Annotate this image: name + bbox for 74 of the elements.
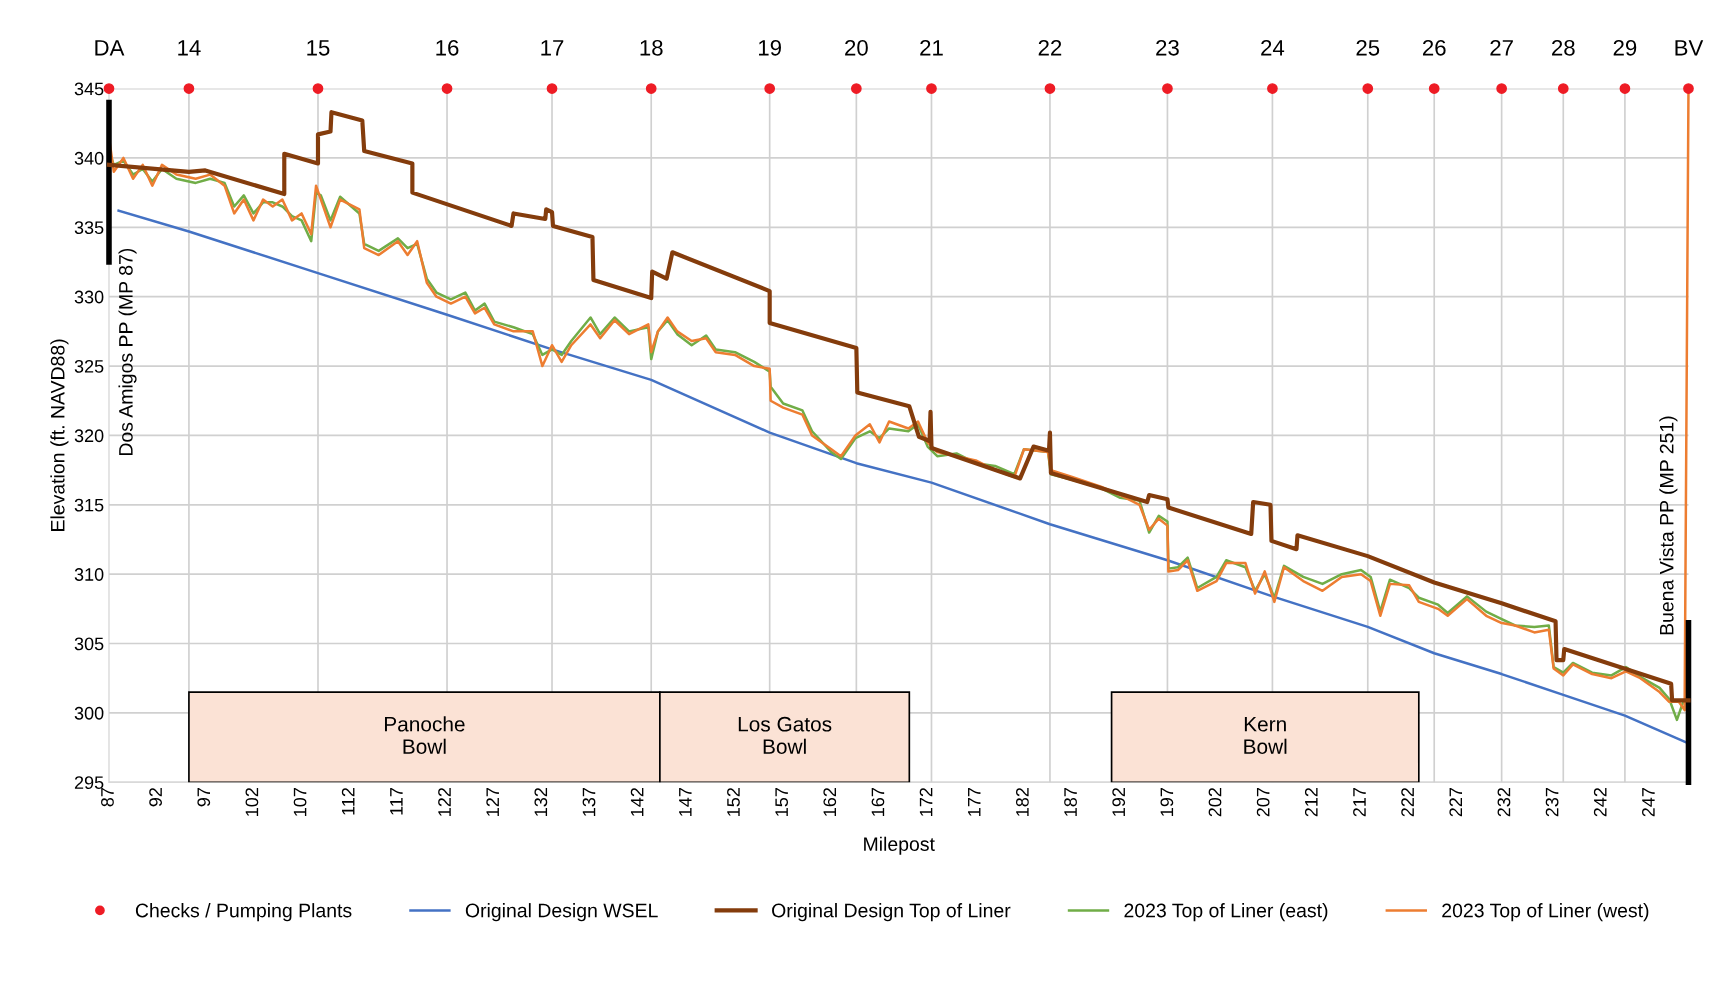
x-tick-label: 227 — [1449, 788, 1462, 817]
annotation: 25 — [1356, 39, 1380, 56]
annotation: DA — [95, 40, 125, 56]
x-tick-label: 217 — [1353, 788, 1366, 817]
y-tick-label: 320 — [74, 429, 104, 443]
annotation: 16 — [436, 39, 459, 56]
annotation: 19 — [759, 39, 781, 56]
x-tick-label: 147 — [679, 788, 692, 816]
x-tick-label: 177 — [968, 788, 981, 816]
annotation: 18 — [640, 39, 663, 56]
x-tick-label: 112 — [341, 788, 355, 815]
legend-label: Original Design WSEL — [465, 903, 658, 922]
legend-label: 2023 Top of Liner (east) — [1124, 903, 1328, 922]
annotation: 22 — [1038, 39, 1062, 56]
x-tick-label: 142 — [630, 788, 644, 816]
annotation: BV — [1675, 40, 1704, 56]
legend-label: 2023 Top of Liner (west) — [1442, 903, 1649, 922]
annotation: 21 — [920, 39, 943, 56]
x-tick-label: 207 — [1256, 788, 1270, 817]
y-tick-label: 295 — [74, 776, 104, 789]
y-tick-label: 325 — [74, 359, 104, 373]
x-tick-label: 202 — [1208, 788, 1222, 817]
x-tick-label: 87 — [101, 788, 114, 807]
annotation: 15 — [307, 40, 330, 56]
y-axis-title: Elevation (ft. NAVD88) — [50, 339, 69, 531]
x-tick-label: 172 — [919, 788, 933, 816]
band-label: Los Gatos Bowl — [738, 716, 832, 754]
annotation: Buena Vista PP (MP 251) — [1659, 416, 1678, 635]
x-tick-label: 92 — [149, 788, 162, 807]
y-tick-label: 345 — [74, 82, 104, 96]
x-tick-label: 117 — [390, 788, 403, 815]
legend-label: Original Design Top of Liner — [772, 903, 1011, 922]
x-tick-label: 247 — [1642, 788, 1655, 817]
x-tick-label: 157 — [775, 788, 789, 816]
x-tick-label: 122 — [438, 788, 451, 816]
y-tick-label: 330 — [74, 290, 104, 304]
x-tick-label: 97 — [197, 788, 211, 807]
x-tick-label: 167 — [871, 788, 885, 816]
y-tick-label: 315 — [74, 498, 104, 512]
x-tick-label: 232 — [1497, 788, 1511, 817]
x-tick-label: 107 — [293, 788, 307, 816]
x-tick-label: 222 — [1401, 788, 1414, 817]
annotation: 29 — [1613, 39, 1637, 56]
x-axis-title: Milepost — [864, 836, 935, 855]
x-tick-label: 102 — [245, 788, 259, 816]
x-tick-label: 187 — [1064, 788, 1077, 816]
annotation: 27 — [1490, 39, 1513, 56]
annotation: 24 — [1261, 39, 1285, 56]
band-label: Kern Bowl — [1244, 717, 1287, 754]
annotation: 28 — [1552, 39, 1575, 56]
x-tick-label: 192 — [1112, 788, 1126, 816]
x-tick-label: 132 — [534, 788, 548, 816]
annotation: 20 — [845, 39, 868, 56]
y-tick-label: 335 — [74, 221, 104, 235]
x-tick-label: 212 — [1304, 788, 1318, 817]
x-tick-label: 242 — [1593, 788, 1607, 817]
y-tick-label: 300 — [74, 706, 104, 720]
annotation: 23 — [1156, 39, 1179, 56]
annotation: Dos Amigos PP (MP 87) — [118, 248, 137, 456]
x-tick-label: 127 — [486, 788, 499, 816]
x-tick-label: 182 — [1016, 788, 1029, 816]
y-tick-label: 305 — [74, 637, 104, 651]
x-tick-label: 152 — [727, 788, 740, 816]
x-tick-label: 137 — [582, 788, 596, 816]
x-tick-label: 237 — [1545, 788, 1559, 817]
annotation: 17 — [541, 40, 564, 56]
y-tick-label: 340 — [74, 151, 104, 165]
x-tick-label: 197 — [1160, 788, 1174, 816]
y-tick-label: 310 — [74, 568, 104, 581]
annotation: 14 — [178, 40, 201, 56]
annotation: 26 — [1422, 39, 1446, 56]
band-label: Panoche Bowl — [385, 716, 465, 754]
x-tick-label: 162 — [823, 788, 837, 816]
legend-label: Checks / Pumping Plants — [135, 903, 352, 922]
